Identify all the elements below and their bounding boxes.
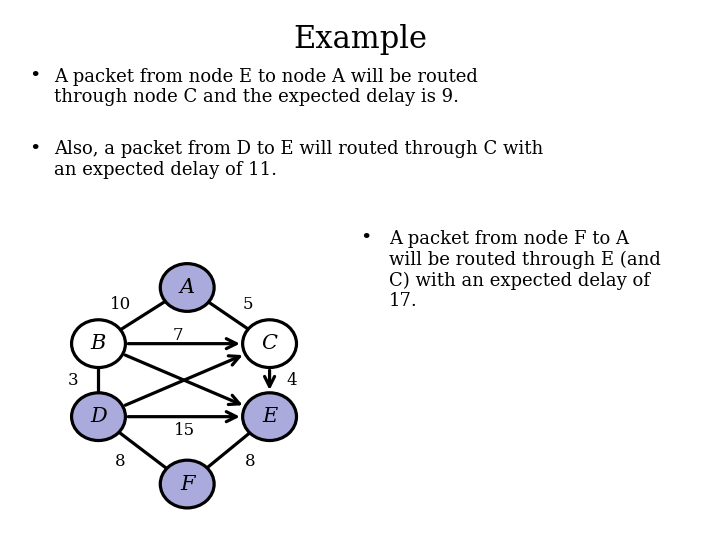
Text: •: • bbox=[29, 68, 40, 85]
Text: C: C bbox=[261, 334, 278, 353]
Text: B: B bbox=[91, 334, 106, 353]
Text: 8: 8 bbox=[246, 453, 256, 470]
Text: A packet from node E to node A will be routed
through node C and the expected de: A packet from node E to node A will be r… bbox=[54, 68, 478, 106]
Text: 10: 10 bbox=[110, 296, 131, 313]
Text: A: A bbox=[179, 278, 195, 297]
Text: F: F bbox=[180, 475, 194, 494]
Circle shape bbox=[243, 393, 297, 441]
Text: E: E bbox=[262, 407, 277, 426]
Text: 7: 7 bbox=[172, 327, 183, 344]
Circle shape bbox=[161, 264, 214, 312]
Circle shape bbox=[71, 393, 125, 441]
Text: Also, a packet from D to E will routed through C with
an expected delay of 11.: Also, a packet from D to E will routed t… bbox=[54, 140, 544, 179]
Text: •: • bbox=[360, 230, 372, 247]
Circle shape bbox=[161, 460, 214, 508]
Circle shape bbox=[243, 320, 297, 368]
Text: •: • bbox=[29, 140, 40, 158]
Text: 3: 3 bbox=[68, 372, 78, 389]
Text: 5: 5 bbox=[242, 296, 253, 313]
Circle shape bbox=[71, 320, 125, 368]
Text: 8: 8 bbox=[115, 453, 126, 470]
Text: 15: 15 bbox=[174, 422, 194, 439]
Text: D: D bbox=[90, 407, 107, 426]
Text: 4: 4 bbox=[287, 372, 297, 389]
Text: Example: Example bbox=[293, 24, 427, 55]
Text: A packet from node F to A
will be routed through E (and
C) with an expected dela: A packet from node F to A will be routed… bbox=[389, 230, 661, 310]
